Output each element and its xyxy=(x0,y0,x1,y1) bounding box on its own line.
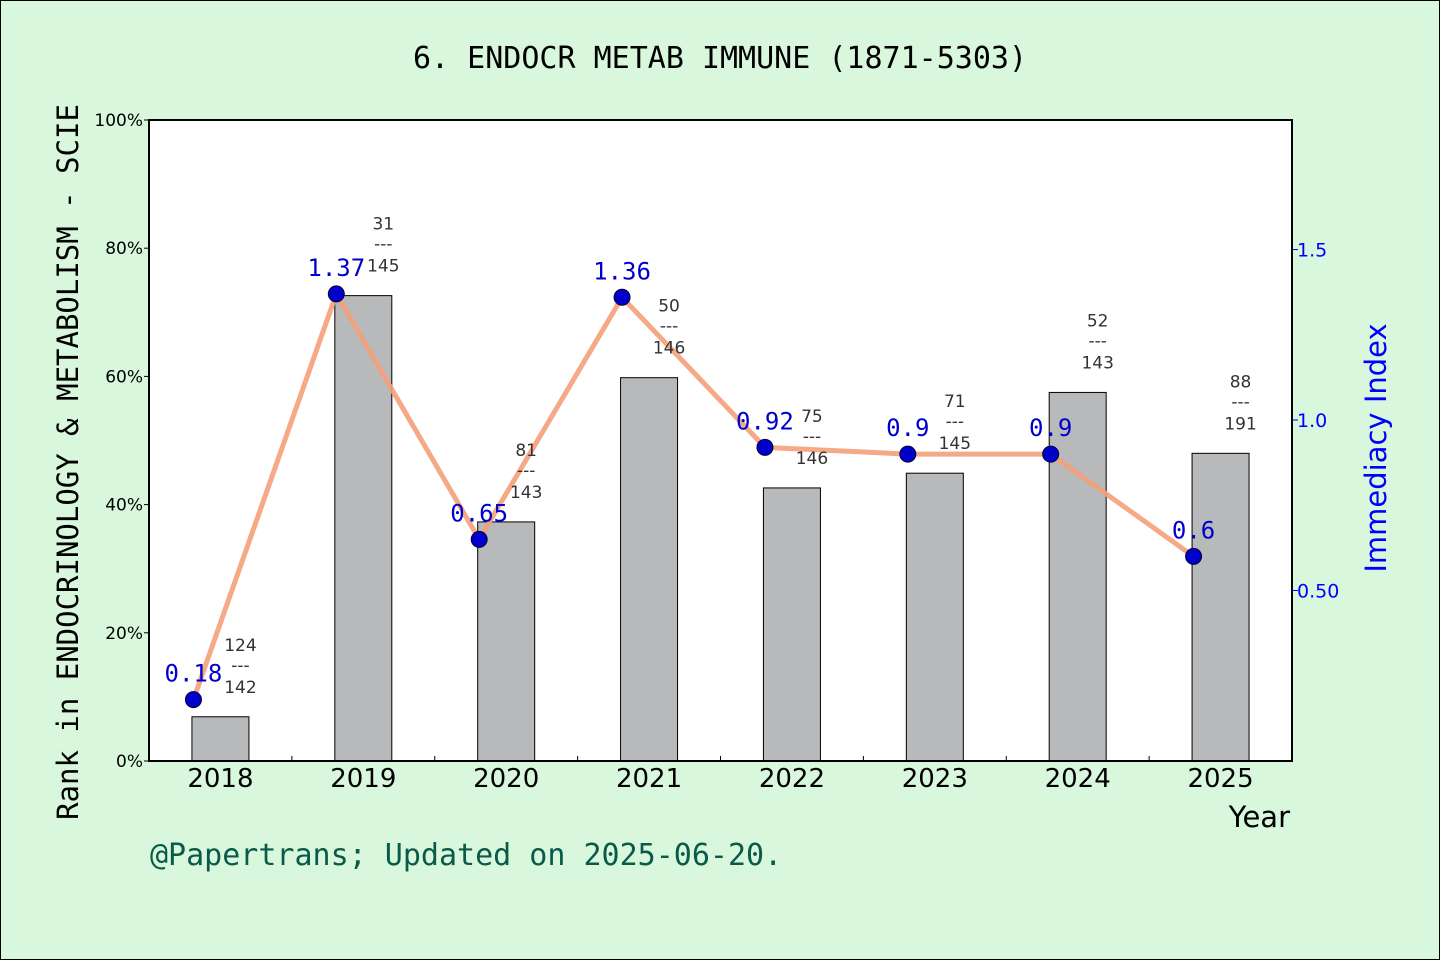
immediacy-label-2021: 1.36 xyxy=(593,257,651,285)
rank-denominator-2022: 146 xyxy=(796,449,828,469)
rank-denominator-2019: 145 xyxy=(367,257,399,277)
immediacy-label-2019: 1.37 xyxy=(307,254,365,282)
bar-2019 xyxy=(334,295,393,762)
immediacy-point-2023 xyxy=(899,445,917,463)
immediacy-label-2023: 0.9 xyxy=(886,414,929,442)
labels-layer: 124---14231---14581---14350---14675---14… xyxy=(224,215,1257,698)
rank-numerator-2018: 124 xyxy=(224,636,256,656)
x-tick-label-2025: 2025 xyxy=(1187,764,1253,794)
rank-numerator-2021: 50 xyxy=(658,297,680,317)
bar-2025 xyxy=(1191,452,1250,762)
left-axis: 0% 20% 40% 60% 80% 100% xyxy=(94,111,149,772)
immediacy-point-2025 xyxy=(1185,547,1203,565)
rank-numerator-2019: 31 xyxy=(372,215,394,235)
immediacy-line xyxy=(191,291,1196,701)
x-axis-label: Year xyxy=(1228,800,1290,834)
immediacy-label-2024: 0.9 xyxy=(1029,414,1072,442)
bar-2018 xyxy=(191,716,250,762)
x-tick-label-2024: 2024 xyxy=(1045,764,1111,794)
immediacy-point-2022 xyxy=(756,438,774,456)
rank-denominator-2021: 146 xyxy=(653,339,685,359)
left-tick-label: 60% xyxy=(105,367,143,387)
x-tick-label-2019: 2019 xyxy=(330,764,396,794)
left-tick-label: 0% xyxy=(116,752,143,772)
bar-2021 xyxy=(620,377,679,762)
rank-numerator-2024: 52 xyxy=(1087,311,1109,331)
rank-numerator-2020: 81 xyxy=(515,441,537,461)
left-tick-label: 100% xyxy=(94,111,143,131)
line-layer: 0.18 1.37 0.65 1.36 0.92 0.9 0.9 0.6 xyxy=(165,254,1215,709)
bar-2024 xyxy=(1048,391,1107,762)
rank-denominator-2025: 191 xyxy=(1224,414,1256,434)
immediacy-point-2018 xyxy=(184,691,202,709)
x-tick-label-2020: 2020 xyxy=(473,764,539,794)
x-tick-label-2023: 2023 xyxy=(902,764,968,794)
rank-denominator-2020: 143 xyxy=(510,483,542,503)
rank-numerator-2023: 71 xyxy=(944,392,966,412)
rank-divider-2025: --- xyxy=(1231,392,1249,412)
immediacy-label-2022: 0.92 xyxy=(736,407,794,435)
rank-divider-2021: --- xyxy=(660,317,678,337)
immediacy-label-2018: 0.18 xyxy=(165,660,223,688)
rank-divider-2022: --- xyxy=(803,427,821,447)
rank-numerator-2022: 75 xyxy=(801,407,823,427)
plot-area xyxy=(149,120,1292,761)
rank-divider-2018: --- xyxy=(231,656,249,676)
bar-2020 xyxy=(477,521,536,762)
rank-numerator-2025: 88 xyxy=(1230,372,1252,392)
immediacy-point-2024 xyxy=(1042,445,1060,463)
rank-divider-2019: --- xyxy=(374,235,392,255)
left-tick-label: 80% xyxy=(105,239,143,259)
right-tick-label: 1.0 xyxy=(1297,410,1327,432)
immediacy-label-2025: 0.6 xyxy=(1172,516,1215,544)
immediacy-point-2020 xyxy=(470,530,488,548)
bar-2022 xyxy=(762,487,821,762)
rank-divider-2024: --- xyxy=(1088,331,1106,351)
right-axis: 0.50 1.0 1.5 xyxy=(1292,240,1339,603)
x-tick-label-2018: 2018 xyxy=(187,764,253,794)
right-tick-label: 0.50 xyxy=(1297,581,1339,603)
immediacy-point-2019 xyxy=(327,285,345,303)
rank-denominator-2018: 142 xyxy=(224,678,256,698)
rank-denominator-2023: 145 xyxy=(939,434,971,454)
immediacy-label-2020: 0.65 xyxy=(450,499,508,527)
immediacy-point-2021 xyxy=(613,288,631,306)
right-axis-label: Immediacy Index xyxy=(1359,323,1393,572)
rank-divider-2023: --- xyxy=(946,412,964,432)
right-tick-label: 1.5 xyxy=(1297,240,1327,262)
bar-2023 xyxy=(905,472,964,762)
footnote: @Papertrans; Updated on 2025-06-20. xyxy=(150,838,782,873)
x-tick-label-2021: 2021 xyxy=(616,764,682,794)
left-tick-label: 40% xyxy=(105,496,143,516)
x-axis: 2018 2019 2020 2021 2022 2023 2024 2025 xyxy=(148,756,1293,794)
rank-denominator-2024: 143 xyxy=(1081,353,1113,373)
chart-title: 6. ENDOCR METAB IMMUNE (1871-5303) xyxy=(413,41,1027,76)
left-tick-label: 20% xyxy=(105,624,143,644)
rank-divider-2020: --- xyxy=(517,461,535,481)
x-tick-label-2022: 2022 xyxy=(759,764,825,794)
left-axis-label: Rank in ENDOCRINOLOGY & METABOLISM - SCI… xyxy=(51,104,85,820)
